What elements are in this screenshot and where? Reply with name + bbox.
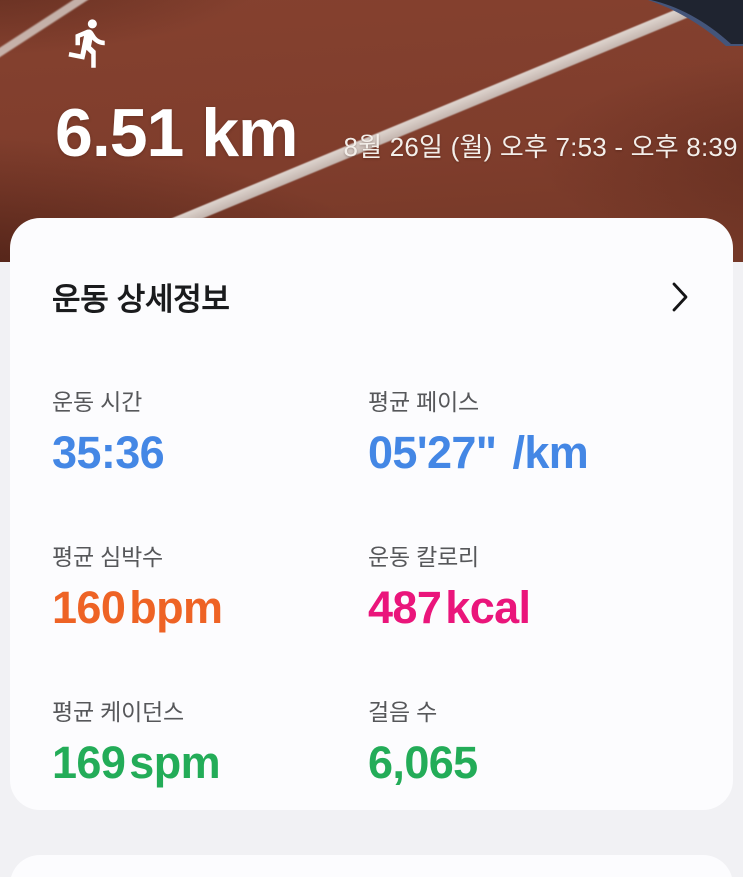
stat-steps: 걸음 수 6,065	[368, 693, 691, 785]
workout-datetime: 8월 26일 (월) 오후 7:53 - 오후 8:39	[343, 132, 738, 162]
stat-label: 평균 케이던스	[52, 699, 184, 725]
stat-label: 평균 심박수	[52, 544, 163, 570]
stat-value: 487kcal	[368, 582, 531, 633]
stat-heart-rate: 평균 심박수 160bpm	[52, 538, 368, 630]
stat-label: 운동 칼로리	[368, 544, 479, 570]
stat-value: 160bpm	[52, 582, 223, 633]
runner-icon	[68, 19, 105, 68]
shadow-silhouette	[648, 0, 743, 46]
stat-value: 35:36	[52, 427, 165, 478]
stat-duration: 운동 시간 35:36	[52, 383, 368, 475]
stat-label: 평균 페이스	[368, 389, 479, 415]
details-card: 운동 상세정보 운동 시간 35:36 평균 페이스 05'27" /km 평균…	[10, 218, 733, 810]
details-header-row[interactable]: 운동 상세정보	[10, 218, 733, 319]
distance-value: 6.51 km	[55, 95, 299, 171]
next-card[interactable]	[10, 855, 733, 877]
stats-grid: 운동 시간 35:36 평균 페이스 05'27" /km 평균 심박수 160…	[52, 383, 691, 785]
stat-pace: 평균 페이스 05'27" /km	[368, 383, 691, 475]
chevron-right-icon[interactable]	[672, 282, 689, 312]
stat-calories: 운동 칼로리 487kcal	[368, 538, 691, 630]
stat-value: 05'27" /km	[368, 427, 589, 478]
stat-label: 운동 시간	[52, 389, 143, 415]
stat-value: 169spm	[52, 737, 221, 788]
stat-label: 걸음 수	[368, 699, 438, 725]
stat-value: 6,065	[368, 737, 478, 788]
details-title: 운동 상세정보	[52, 282, 230, 317]
stat-cadence: 평균 케이던스 169spm	[52, 693, 368, 785]
